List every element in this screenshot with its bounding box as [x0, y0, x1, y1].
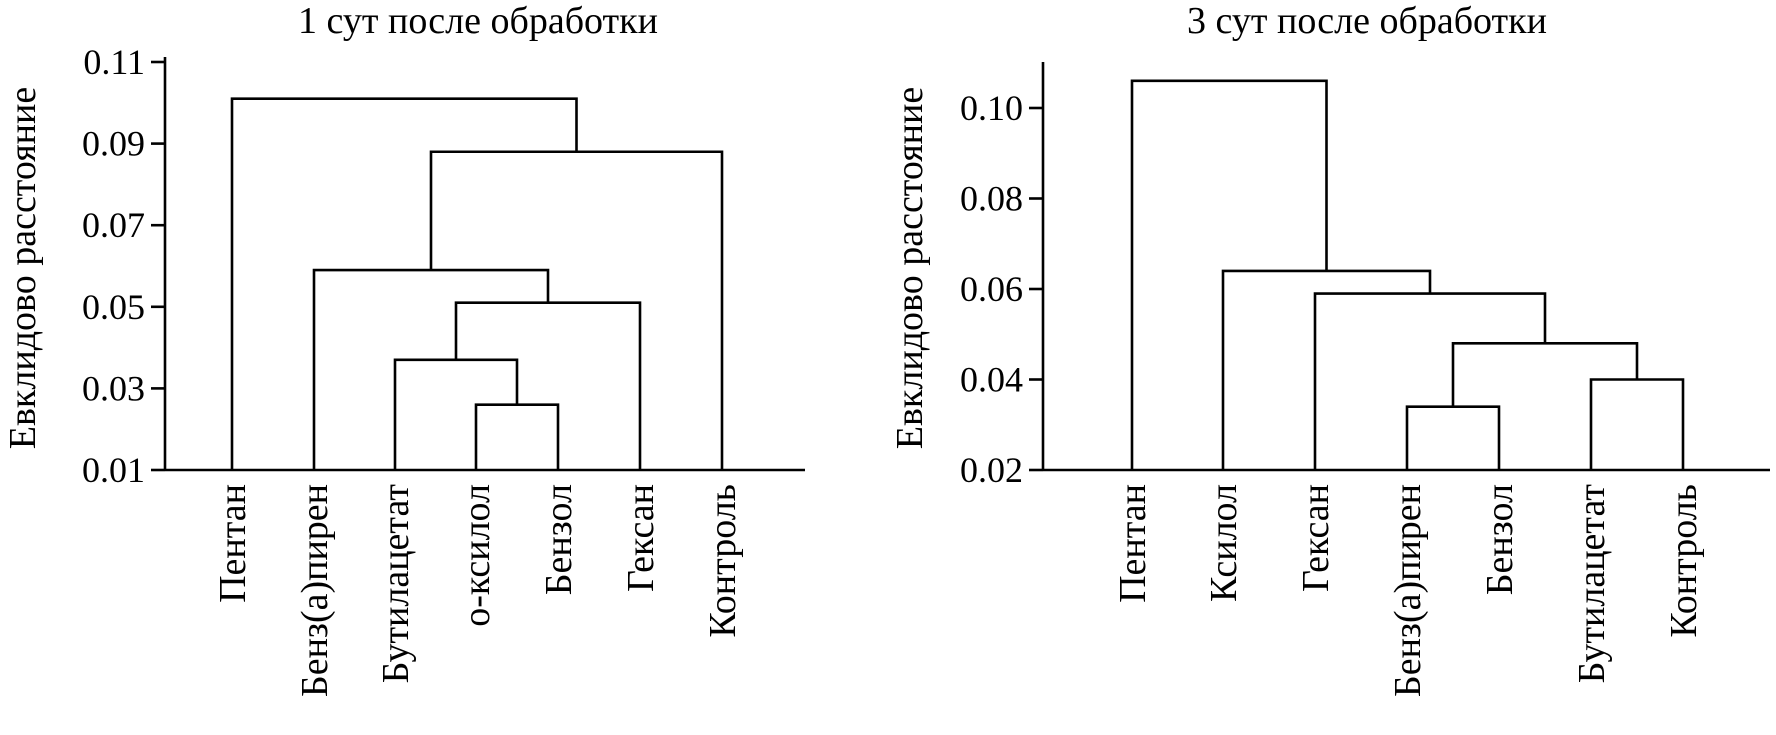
c1-ytick-label-1: 0.03 [82, 368, 145, 408]
chart2-title: 3 сут после обработки [1187, 0, 1547, 42]
c1-leaf-label-6: Контроль [702, 484, 744, 638]
c2-leaf-label-0: Пентан [1112, 484, 1154, 603]
c1-ytick-label-5: 0.11 [83, 42, 145, 82]
c1-ytick-label-0: 0.01 [82, 450, 145, 490]
c2-ytick-label-2: 0.06 [960, 269, 1023, 309]
chart2-branches [1130, 79, 1685, 470]
c1-ytick-label-2: 0.05 [82, 287, 145, 327]
chart2-yticks: 0.02 0.04 0.06 0.08 0.10 [960, 88, 1043, 490]
c1-merge-2 [454, 301, 642, 470]
chart2-leaf-labels: Пентан Ксилол Гексан Бенз(а)пирен Бензол Бути… [1112, 484, 1705, 697]
c1-merge-3 [312, 268, 550, 470]
c2-leaf-label-3: Бенз(а)пирен [1387, 484, 1429, 697]
c2-ytick-label-0: 0.02 [960, 450, 1023, 490]
c1-merge-1 [393, 358, 519, 470]
c2-merge-0 [1405, 405, 1501, 470]
c2-merge-5 [1130, 79, 1328, 470]
chart1-ylabel: Евклидово расстояние [2, 87, 44, 449]
chart1-leaf-labels: Пентан Бенз(а)пирен Бутилацетат о-ксилол Бен… [212, 484, 744, 697]
dendrogram-day3: 3 сут после обработки Евклидово расстоян… [889, 0, 1770, 697]
c1-leaf-label-5: Гексан [620, 484, 662, 592]
chart1-yticks: 0.01 0.03 0.05 0.07 0.09 0.11 [82, 42, 165, 490]
dendrogram-day1: 1 сут после обработки Евклидово расстоян… [2, 0, 805, 697]
c2-leaf-label-5: Бутилацетат [1571, 484, 1613, 684]
c2-ytick-label-3: 0.08 [960, 179, 1023, 219]
c1-leaf-label-2: Бутилацетат [375, 484, 417, 684]
c1-merge-0 [474, 403, 560, 470]
c2-ytick-label-4: 0.10 [960, 88, 1023, 128]
c1-leaf-label-0: Пентан [212, 484, 254, 603]
c2-leaf-label-1: Ксилол [1203, 484, 1245, 602]
c2-leaf-label-4: Бензол [1479, 484, 1521, 595]
chart1-branches [230, 97, 724, 470]
c2-leaf-label-6: Контроль [1663, 484, 1705, 638]
c2-ytick-label-1: 0.04 [960, 360, 1023, 400]
c2-merge-3 [1313, 292, 1547, 470]
c1-merge-5 [230, 97, 578, 470]
c1-ytick-label-4: 0.09 [82, 124, 145, 164]
c2-merge-4 [1221, 269, 1432, 470]
chart1-title: 1 сут после обработки [298, 0, 658, 42]
c1-leaf-label-1: Бенз(а)пирен [294, 484, 336, 697]
c2-leaf-label-2: Гексан [1295, 484, 1337, 592]
c1-merge-4 [429, 150, 724, 470]
c2-merge-1 [1589, 378, 1685, 470]
c2-merge-2 [1451, 341, 1639, 407]
c1-leaf-label-4: Бензол [538, 484, 580, 595]
c1-leaf-label-3: о-ксилол [456, 484, 498, 627]
c1-ytick-label-3: 0.07 [82, 205, 145, 245]
chart2-ylabel: Евклидово расстояние [889, 87, 931, 449]
